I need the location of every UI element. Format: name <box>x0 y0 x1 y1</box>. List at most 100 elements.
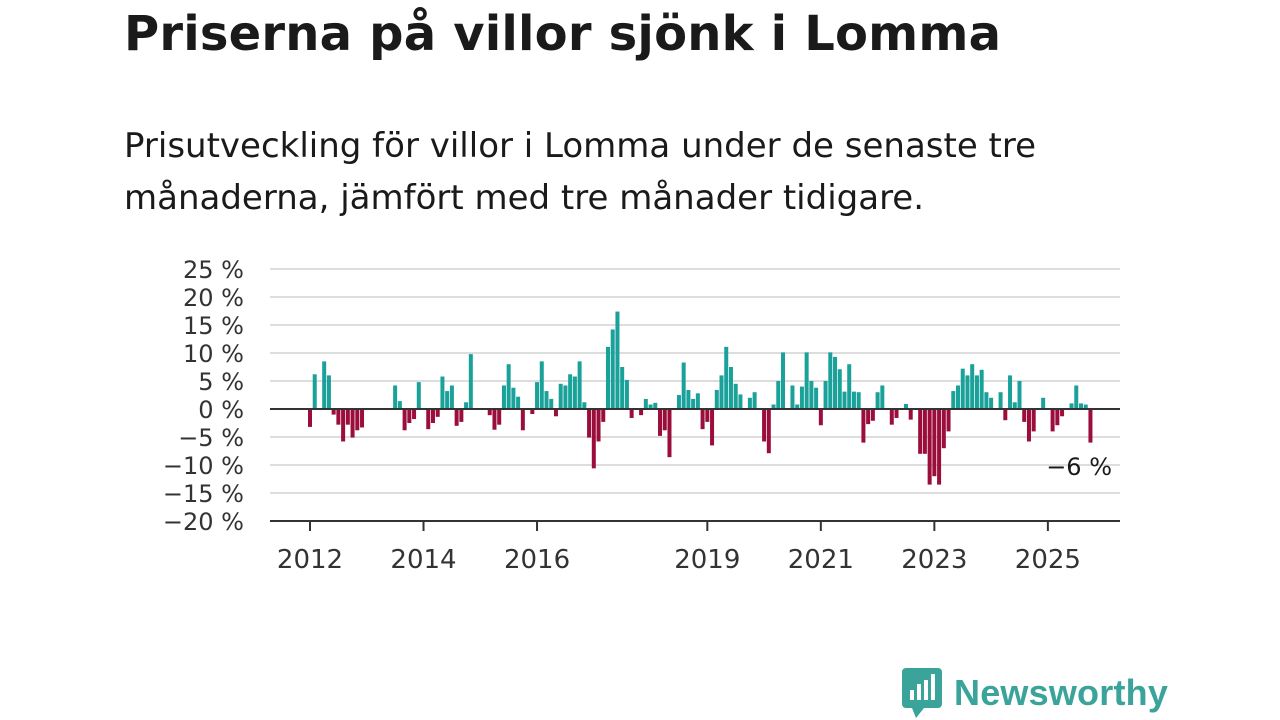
bar-positive <box>903 403 908 409</box>
y-tick-label: −15 % <box>163 480 244 508</box>
bar-positive <box>1078 403 1083 409</box>
bar-negative <box>766 409 771 454</box>
bar-positive <box>445 391 450 409</box>
bar-negative <box>629 409 634 418</box>
bar-negative <box>591 409 596 469</box>
bar-positive <box>833 356 838 409</box>
bar-positive <box>440 376 445 409</box>
bar-positive <box>393 385 398 409</box>
bar-negative <box>1055 409 1060 426</box>
bar-positive <box>620 367 625 409</box>
bar-negative <box>818 409 823 426</box>
bar-negative <box>889 409 894 425</box>
y-tick-label: 25 % <box>183 256 244 284</box>
bar-positive <box>747 397 752 409</box>
bar-positive <box>804 352 809 409</box>
bar-negative <box>492 409 497 430</box>
bar-negative <box>596 409 601 442</box>
bar-negative <box>1060 409 1065 417</box>
bar-positive <box>809 381 814 409</box>
bar-negative <box>932 409 937 477</box>
bar-positive <box>653 402 658 409</box>
bar-positive <box>856 392 861 409</box>
bar-negative <box>1003 409 1008 421</box>
bar-negative <box>639 409 644 416</box>
bar-positive <box>549 398 554 409</box>
bar-negative <box>426 409 431 430</box>
bar-positive <box>776 381 781 409</box>
bar-negative <box>341 409 346 442</box>
bar-positive <box>970 364 975 409</box>
bar-positive <box>577 361 582 409</box>
bar-negative <box>345 409 350 425</box>
bar-negative <box>658 409 663 436</box>
bar-positive <box>568 374 573 409</box>
bar-negative <box>946 409 951 432</box>
bar-negative <box>520 409 525 431</box>
bar-negative <box>360 409 365 428</box>
bar-positive <box>781 352 785 409</box>
bar-positive <box>322 361 327 409</box>
x-tick-label: 2023 <box>901 545 967 575</box>
x-tick-label: 2021 <box>788 545 854 575</box>
bar-positive <box>464 402 469 409</box>
bar-positive <box>989 397 994 409</box>
newsworthy-logo: Newsworthy <box>902 668 1168 718</box>
bar-positive <box>828 352 833 409</box>
bar-negative <box>1022 409 1027 422</box>
bar-negative <box>866 409 871 425</box>
bar-positive <box>691 398 696 409</box>
y-tick-label: −10 % <box>163 452 244 480</box>
bar-negative <box>459 409 464 422</box>
bar-negative <box>941 409 946 449</box>
bar-positive <box>1017 381 1022 409</box>
bar-negative <box>710 409 715 446</box>
bar-positive <box>1041 397 1046 409</box>
y-tick-label: 15 % <box>183 312 244 340</box>
bar-positive <box>1008 375 1013 409</box>
bar-positive <box>1074 385 1079 409</box>
bar-positive <box>312 374 317 409</box>
bar-positive <box>511 387 516 409</box>
bar-positive <box>1083 404 1088 409</box>
bar-positive <box>572 376 577 409</box>
bar-positive <box>724 346 729 409</box>
bar-positive <box>326 375 331 409</box>
y-tick-label: −20 % <box>163 508 244 536</box>
bar-positive <box>984 392 989 409</box>
bar-positive <box>676 395 681 409</box>
bar-negative <box>336 409 341 425</box>
bar-positive <box>535 382 540 409</box>
y-tick-label: 0 % <box>198 396 244 424</box>
bar-positive <box>714 389 719 409</box>
bar-negative <box>530 409 535 415</box>
bar-positive <box>648 404 653 409</box>
bar-positive <box>539 361 544 409</box>
bar-negative <box>587 409 592 438</box>
bar-positive <box>686 389 691 409</box>
chart-title: Priserna på villor sjönk i Lomma <box>124 6 1002 62</box>
bar-negative <box>331 409 336 415</box>
bar-positive <box>752 392 757 409</box>
bar-negative <box>1031 409 1036 432</box>
bar-negative <box>412 409 417 420</box>
x-tick-label: 2016 <box>504 545 570 575</box>
bar-negative <box>705 409 710 422</box>
bar-negative <box>894 409 899 418</box>
bar-negative <box>1088 409 1093 443</box>
bar-positive <box>795 404 800 409</box>
bar-negative <box>308 409 312 427</box>
bar-negative <box>497 409 502 425</box>
bar-negative <box>927 409 932 485</box>
bar-positive <box>544 391 549 409</box>
bar-negative <box>662 409 667 431</box>
bar-negative <box>918 409 923 454</box>
bar-negative <box>700 409 705 430</box>
bar-negative <box>922 409 927 454</box>
y-tick-label: 20 % <box>183 284 244 312</box>
bar-positive <box>733 383 738 409</box>
bar-positive <box>615 311 620 409</box>
y-tick-label: 10 % <box>183 340 244 368</box>
bar-positive <box>501 385 506 409</box>
